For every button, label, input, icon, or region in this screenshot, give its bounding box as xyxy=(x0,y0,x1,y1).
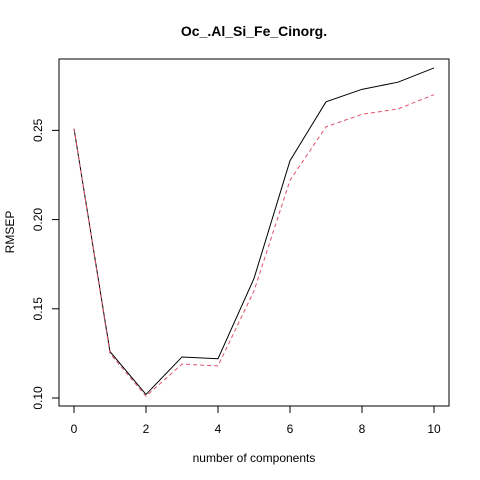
x-axis: 0 2 4 6 8 10 xyxy=(71,406,441,436)
y-tick-label: 0.20 xyxy=(31,208,45,232)
x-tick-label: 0 xyxy=(71,422,78,436)
x-tick-label: 10 xyxy=(427,422,441,436)
series-layer xyxy=(74,68,434,396)
x-axis-label: number of components xyxy=(193,451,316,465)
x-tick-label: 6 xyxy=(287,422,294,436)
y-tick-label: 0.10 xyxy=(31,386,45,410)
chart-title: Oc_.Al_Si_Fe_Cinorg. xyxy=(181,23,327,39)
y-axis: 0.10 0.15 0.20 0.25 xyxy=(31,118,59,409)
x-tick-label: 4 xyxy=(215,422,222,436)
solid-series-line xyxy=(74,68,434,395)
x-tick-label: 2 xyxy=(143,422,150,436)
y-tick-label: 0.25 xyxy=(31,118,45,142)
y-axis-label: RMSEP xyxy=(3,211,17,254)
plot-frame xyxy=(59,59,449,406)
x-tick-label: 8 xyxy=(359,422,366,436)
y-tick-label: 0.15 xyxy=(31,297,45,321)
dashed-series-line xyxy=(74,95,434,397)
